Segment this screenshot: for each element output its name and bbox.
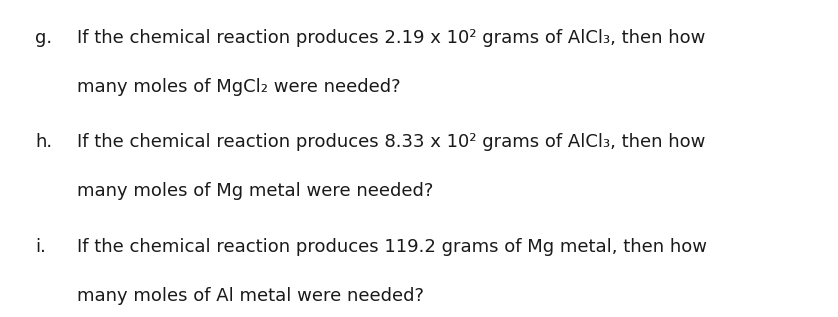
Text: g.: g. [35, 29, 52, 47]
Text: many moles of Mg metal were needed?: many moles of Mg metal were needed? [77, 182, 433, 200]
Text: many moles of Al metal were needed?: many moles of Al metal were needed? [77, 287, 424, 305]
Text: If the chemical reaction produces 8.33 x 10² grams of AlCl₃, then how: If the chemical reaction produces 8.33 x… [77, 133, 706, 151]
Text: i.: i. [35, 238, 46, 256]
Text: h.: h. [35, 133, 52, 151]
Text: many moles of MgCl₂ were needed?: many moles of MgCl₂ were needed? [77, 78, 401, 96]
Text: If the chemical reaction produces 2.19 x 10² grams of AlCl₃, then how: If the chemical reaction produces 2.19 x… [77, 29, 706, 47]
Text: If the chemical reaction produces 119.2 grams of Mg metal, then how: If the chemical reaction produces 119.2 … [77, 238, 707, 256]
